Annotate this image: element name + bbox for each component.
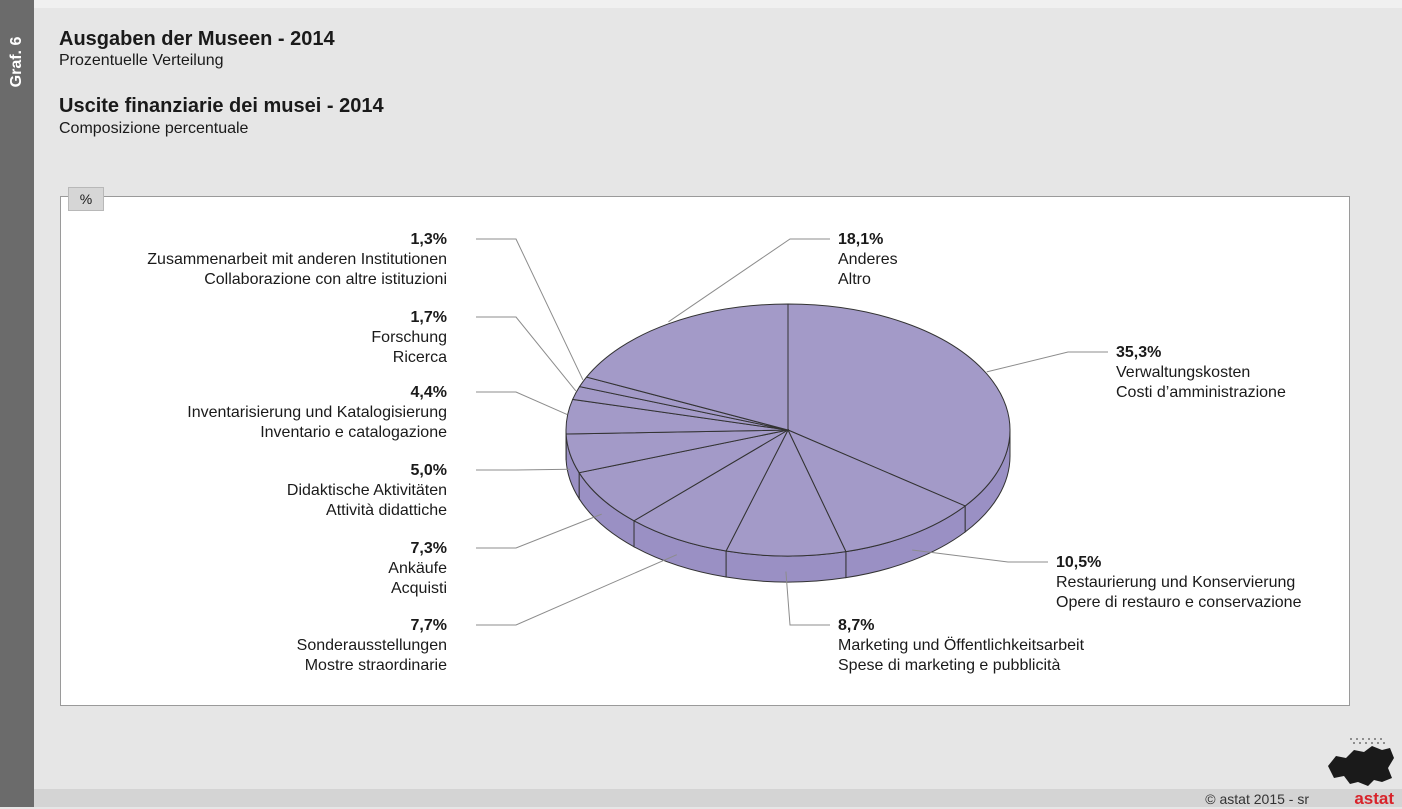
leader-line-4 <box>476 514 602 548</box>
slice-name-label: Ricerca <box>393 349 447 366</box>
slice-value-label: 8,7% <box>838 617 874 634</box>
slice-name-label: Costi d’amministrazione <box>1116 384 1286 401</box>
slice-name-label: Opere di restauro e conservazione <box>1056 594 1302 611</box>
slice-name-label: Marketing und Öffentlichkeitsarbeit <box>838 636 1085 654</box>
slice-name-label: Altro <box>838 271 871 288</box>
astat-logo-text: astat <box>1354 789 1394 809</box>
slice-name-label: Didaktische Aktivitäten <box>287 482 447 499</box>
leader-line-6 <box>476 392 567 415</box>
slice-value-label: 5,0% <box>411 462 447 479</box>
slice-value-label: 18,1% <box>838 231 883 248</box>
slice-value-label: 7,7% <box>411 617 447 634</box>
slice-name-label: Acquisti <box>391 580 447 597</box>
leader-line-7 <box>476 317 576 391</box>
slice-name-label: Verwaltungskosten <box>1116 364 1250 381</box>
slice-name-label: Collaborazione con altre istituzioni <box>204 271 447 288</box>
leader-line-3 <box>476 555 677 625</box>
slice-value-label: 10,5% <box>1056 554 1101 571</box>
slice-name-label: Sonderausstellungen <box>297 637 447 654</box>
slice-value-label: 1,7% <box>411 309 447 326</box>
copyright-text: © astat 2015 - sr <box>1205 791 1309 807</box>
slice-name-label: Attività didattiche <box>326 502 447 519</box>
slice-value-label: 7,3% <box>411 540 447 557</box>
slice-name-label: Anderes <box>838 251 898 268</box>
slice-name-label: Ankäufe <box>388 560 447 577</box>
slice-name-label: Mostre straordinarie <box>305 657 447 674</box>
slice-name-label: Inventario e catalogazione <box>260 424 447 441</box>
pie-slices <box>566 304 1010 556</box>
slice-name-label: Zusammenarbeit mit anderen Institutionen <box>147 251 447 268</box>
slice-value-label: 4,4% <box>411 384 447 401</box>
leader-line-8 <box>476 239 583 380</box>
slice-name-label: Spese di marketing e pubblicità <box>838 657 1060 674</box>
leader-line-5 <box>476 469 570 470</box>
slice-value-label: 35,3% <box>1116 344 1161 361</box>
footer-bar <box>34 789 1402 807</box>
slice-value-label: 1,3% <box>411 231 447 248</box>
leader-line-0 <box>987 352 1108 372</box>
slice-name-label: Inventarisierung und Katalogisierung <box>187 404 447 421</box>
slice-name-label: Restaurierung und Konservierung <box>1056 574 1295 591</box>
slice-name-label: Forschung <box>371 329 447 346</box>
